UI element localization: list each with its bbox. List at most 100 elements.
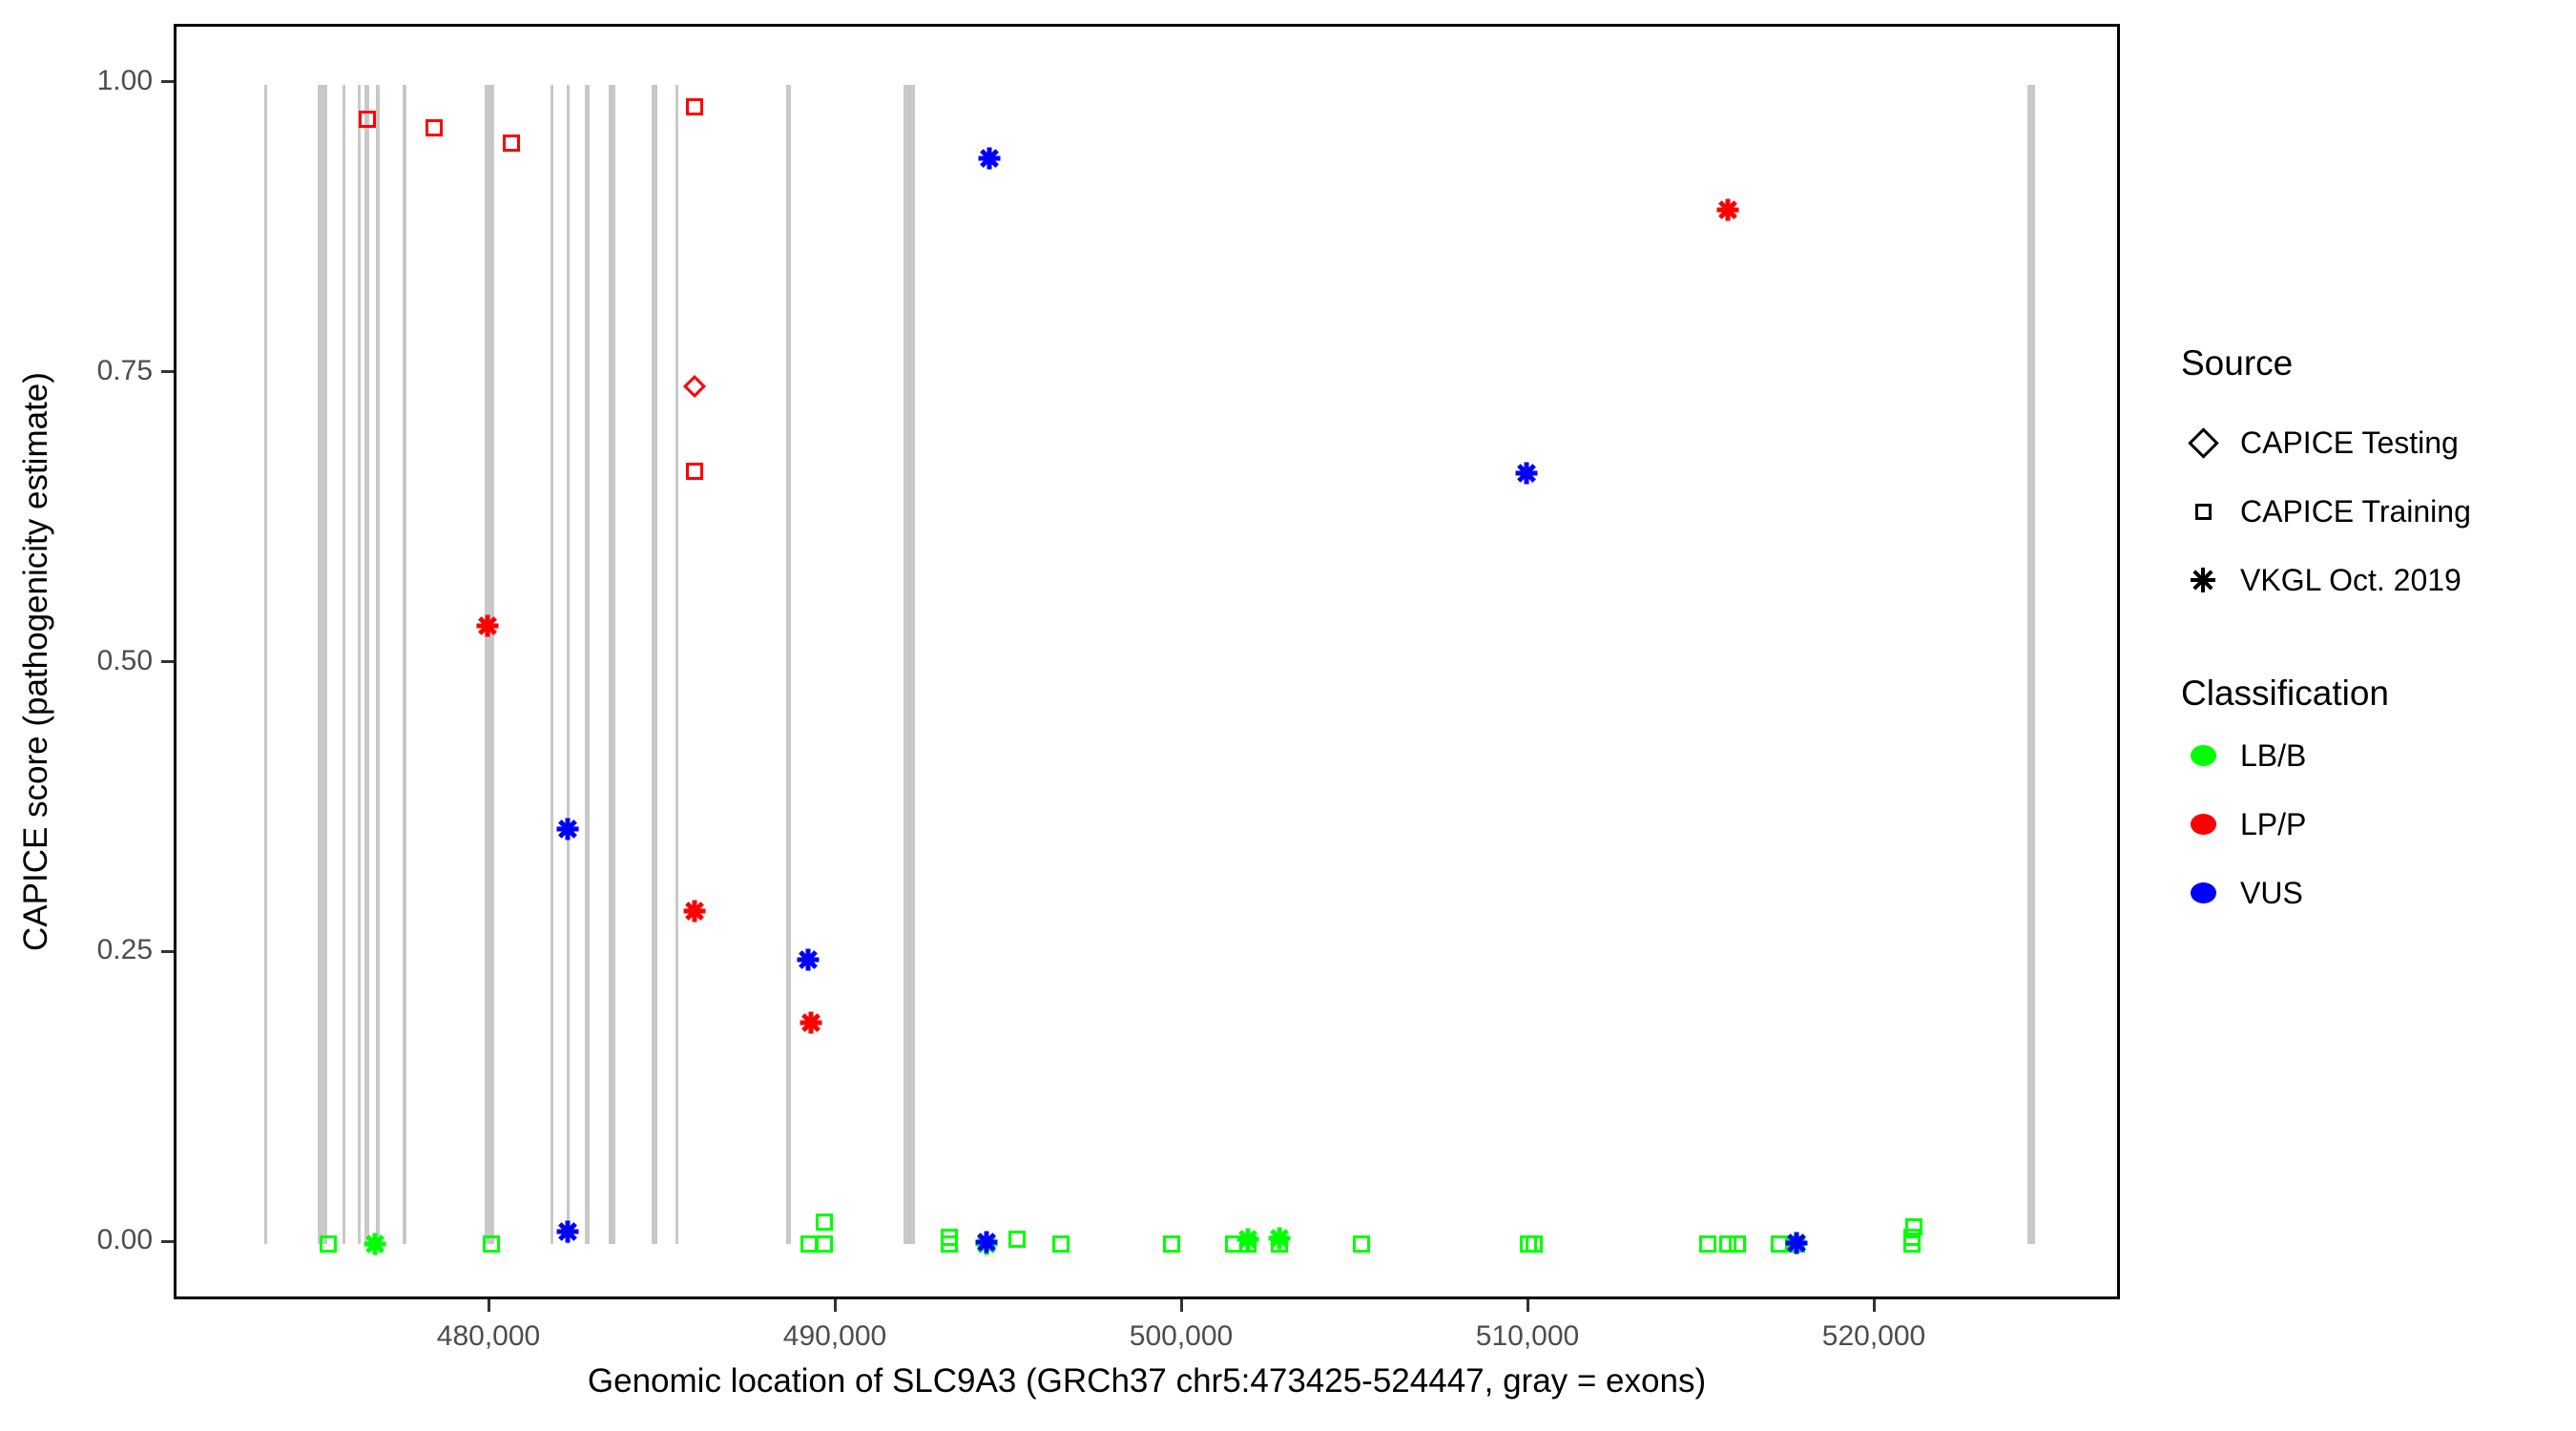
exon-bar bbox=[608, 84, 615, 1244]
exon-bar bbox=[364, 84, 369, 1244]
point-square bbox=[1052, 1235, 1070, 1253]
x-tick-mark bbox=[1872, 1299, 1876, 1312]
x-tick-mark bbox=[1526, 1299, 1529, 1312]
exon-bar bbox=[584, 84, 590, 1244]
diamond-icon bbox=[2187, 426, 2219, 459]
legend-item-vus: VUS bbox=[2181, 859, 2566, 927]
point-square bbox=[483, 1235, 500, 1253]
exon-bar bbox=[675, 84, 678, 1244]
point-asterisk bbox=[1267, 1225, 1293, 1251]
legend-source-items: CAPICE Testing CAPICE Training VKGL Oct. 2… bbox=[2181, 408, 2566, 614]
point-square bbox=[1162, 1235, 1180, 1253]
point-square bbox=[940, 1235, 958, 1253]
point-asterisk bbox=[795, 947, 821, 973]
legend-key bbox=[2181, 503, 2225, 520]
legend-item-label: VKGL Oct. 2019 bbox=[2240, 562, 2462, 597]
y-tick-label: 0.50 bbox=[96, 644, 153, 676]
legend-item-square: CAPICE Training bbox=[2181, 477, 2566, 546]
point-square bbox=[1008, 1231, 1026, 1249]
point-square bbox=[815, 1213, 833, 1231]
legend-classification-title: Classification bbox=[2181, 674, 2389, 713]
x-tick-label: 510,000 bbox=[1475, 1320, 1580, 1352]
plot-panel bbox=[174, 24, 2120, 1299]
x-tick-label: 500,000 bbox=[1129, 1320, 1234, 1352]
point-square bbox=[1353, 1235, 1371, 1253]
point-square bbox=[358, 111, 376, 129]
x-tick-label: 520,000 bbox=[1821, 1320, 1926, 1352]
y-tick-mark bbox=[161, 1239, 174, 1243]
exon-bar bbox=[484, 84, 495, 1244]
y-tick-mark bbox=[161, 370, 174, 374]
x-tick-mark bbox=[833, 1299, 837, 1312]
exon-bar bbox=[318, 84, 328, 1244]
legend-item-asterisk: VKGL Oct. 2019 bbox=[2181, 546, 2566, 614]
point-asterisk bbox=[555, 1218, 581, 1244]
point-asterisk bbox=[474, 613, 500, 639]
point-square bbox=[686, 98, 704, 116]
exon-bar bbox=[343, 84, 346, 1244]
exon-bar bbox=[551, 84, 554, 1244]
point-diamond bbox=[683, 374, 707, 398]
x-tick-label: 480,000 bbox=[436, 1320, 541, 1352]
dot-icon bbox=[2190, 814, 2216, 835]
exon-bar bbox=[904, 84, 915, 1244]
asterisk-icon bbox=[2189, 566, 2217, 594]
point-square bbox=[1904, 1217, 1922, 1235]
point-asterisk bbox=[1784, 1230, 1810, 1255]
exon-bar bbox=[652, 84, 657, 1244]
x-tick-mark bbox=[487, 1299, 490, 1312]
legend-item-diamond: CAPICE Testing bbox=[2181, 408, 2566, 477]
exon-bar bbox=[375, 84, 381, 1244]
point-square bbox=[1903, 1228, 1922, 1246]
point-square bbox=[503, 134, 521, 152]
point-square bbox=[426, 118, 444, 136]
legend-item-label: CAPICE Testing bbox=[2240, 425, 2459, 460]
point-square bbox=[815, 1235, 833, 1253]
point-asterisk bbox=[798, 1009, 823, 1035]
exon-bar bbox=[403, 84, 406, 1244]
point-asterisk bbox=[974, 1229, 1000, 1255]
exon-bar bbox=[357, 84, 361, 1244]
point-asterisk bbox=[363, 1232, 388, 1257]
square-icon bbox=[2194, 503, 2212, 520]
y-tick-mark bbox=[161, 80, 174, 84]
point-asterisk bbox=[1235, 1227, 1260, 1253]
legend-key bbox=[2181, 882, 2225, 903]
x-axis-title: Genomic location of SLC9A3 (GRCh37 chr5:… bbox=[587, 1362, 1707, 1400]
point-square bbox=[685, 462, 703, 480]
dot-icon bbox=[2190, 745, 2216, 766]
point-asterisk bbox=[554, 817, 580, 842]
legend-item-label: VUS bbox=[2240, 875, 2303, 910]
y-tick-label: 1.00 bbox=[96, 64, 153, 96]
point-asterisk bbox=[977, 145, 1003, 171]
legend-classification-items: LB/B LP/P VUS bbox=[2181, 721, 2566, 927]
legend-item-label: CAPICE Training bbox=[2240, 493, 2471, 529]
exon-bar bbox=[2026, 84, 2036, 1244]
legend-item-label: LB/B bbox=[2240, 737, 2307, 773]
exon-bar bbox=[264, 84, 267, 1244]
exon-bar bbox=[567, 84, 571, 1244]
point-square bbox=[320, 1235, 338, 1253]
legend-source-title: Source bbox=[2181, 343, 2294, 383]
point-square bbox=[1698, 1235, 1716, 1253]
legend-key bbox=[2181, 745, 2225, 766]
y-tick-mark bbox=[161, 660, 174, 663]
legend-key bbox=[2181, 566, 2225, 594]
legend-item-label: LP/P bbox=[2240, 806, 2307, 841]
legend-key bbox=[2181, 814, 2225, 835]
x-tick-label: 490,000 bbox=[782, 1320, 887, 1352]
dot-icon bbox=[2190, 882, 2216, 903]
point-square bbox=[1729, 1235, 1747, 1253]
y-tick-mark bbox=[161, 949, 174, 953]
legend-item-lp-p: LP/P bbox=[2181, 790, 2566, 859]
legend-key bbox=[2181, 426, 2225, 459]
point-asterisk bbox=[1715, 197, 1741, 223]
y-tick-label: 0.75 bbox=[96, 354, 153, 386]
y-tick-label: 0.00 bbox=[96, 1224, 153, 1255]
point-square bbox=[1719, 1235, 1737, 1253]
point-asterisk bbox=[1514, 461, 1540, 487]
legend-spacer bbox=[2181, 614, 2566, 674]
x-tick-mark bbox=[1179, 1299, 1183, 1312]
point-square bbox=[1526, 1235, 1543, 1253]
